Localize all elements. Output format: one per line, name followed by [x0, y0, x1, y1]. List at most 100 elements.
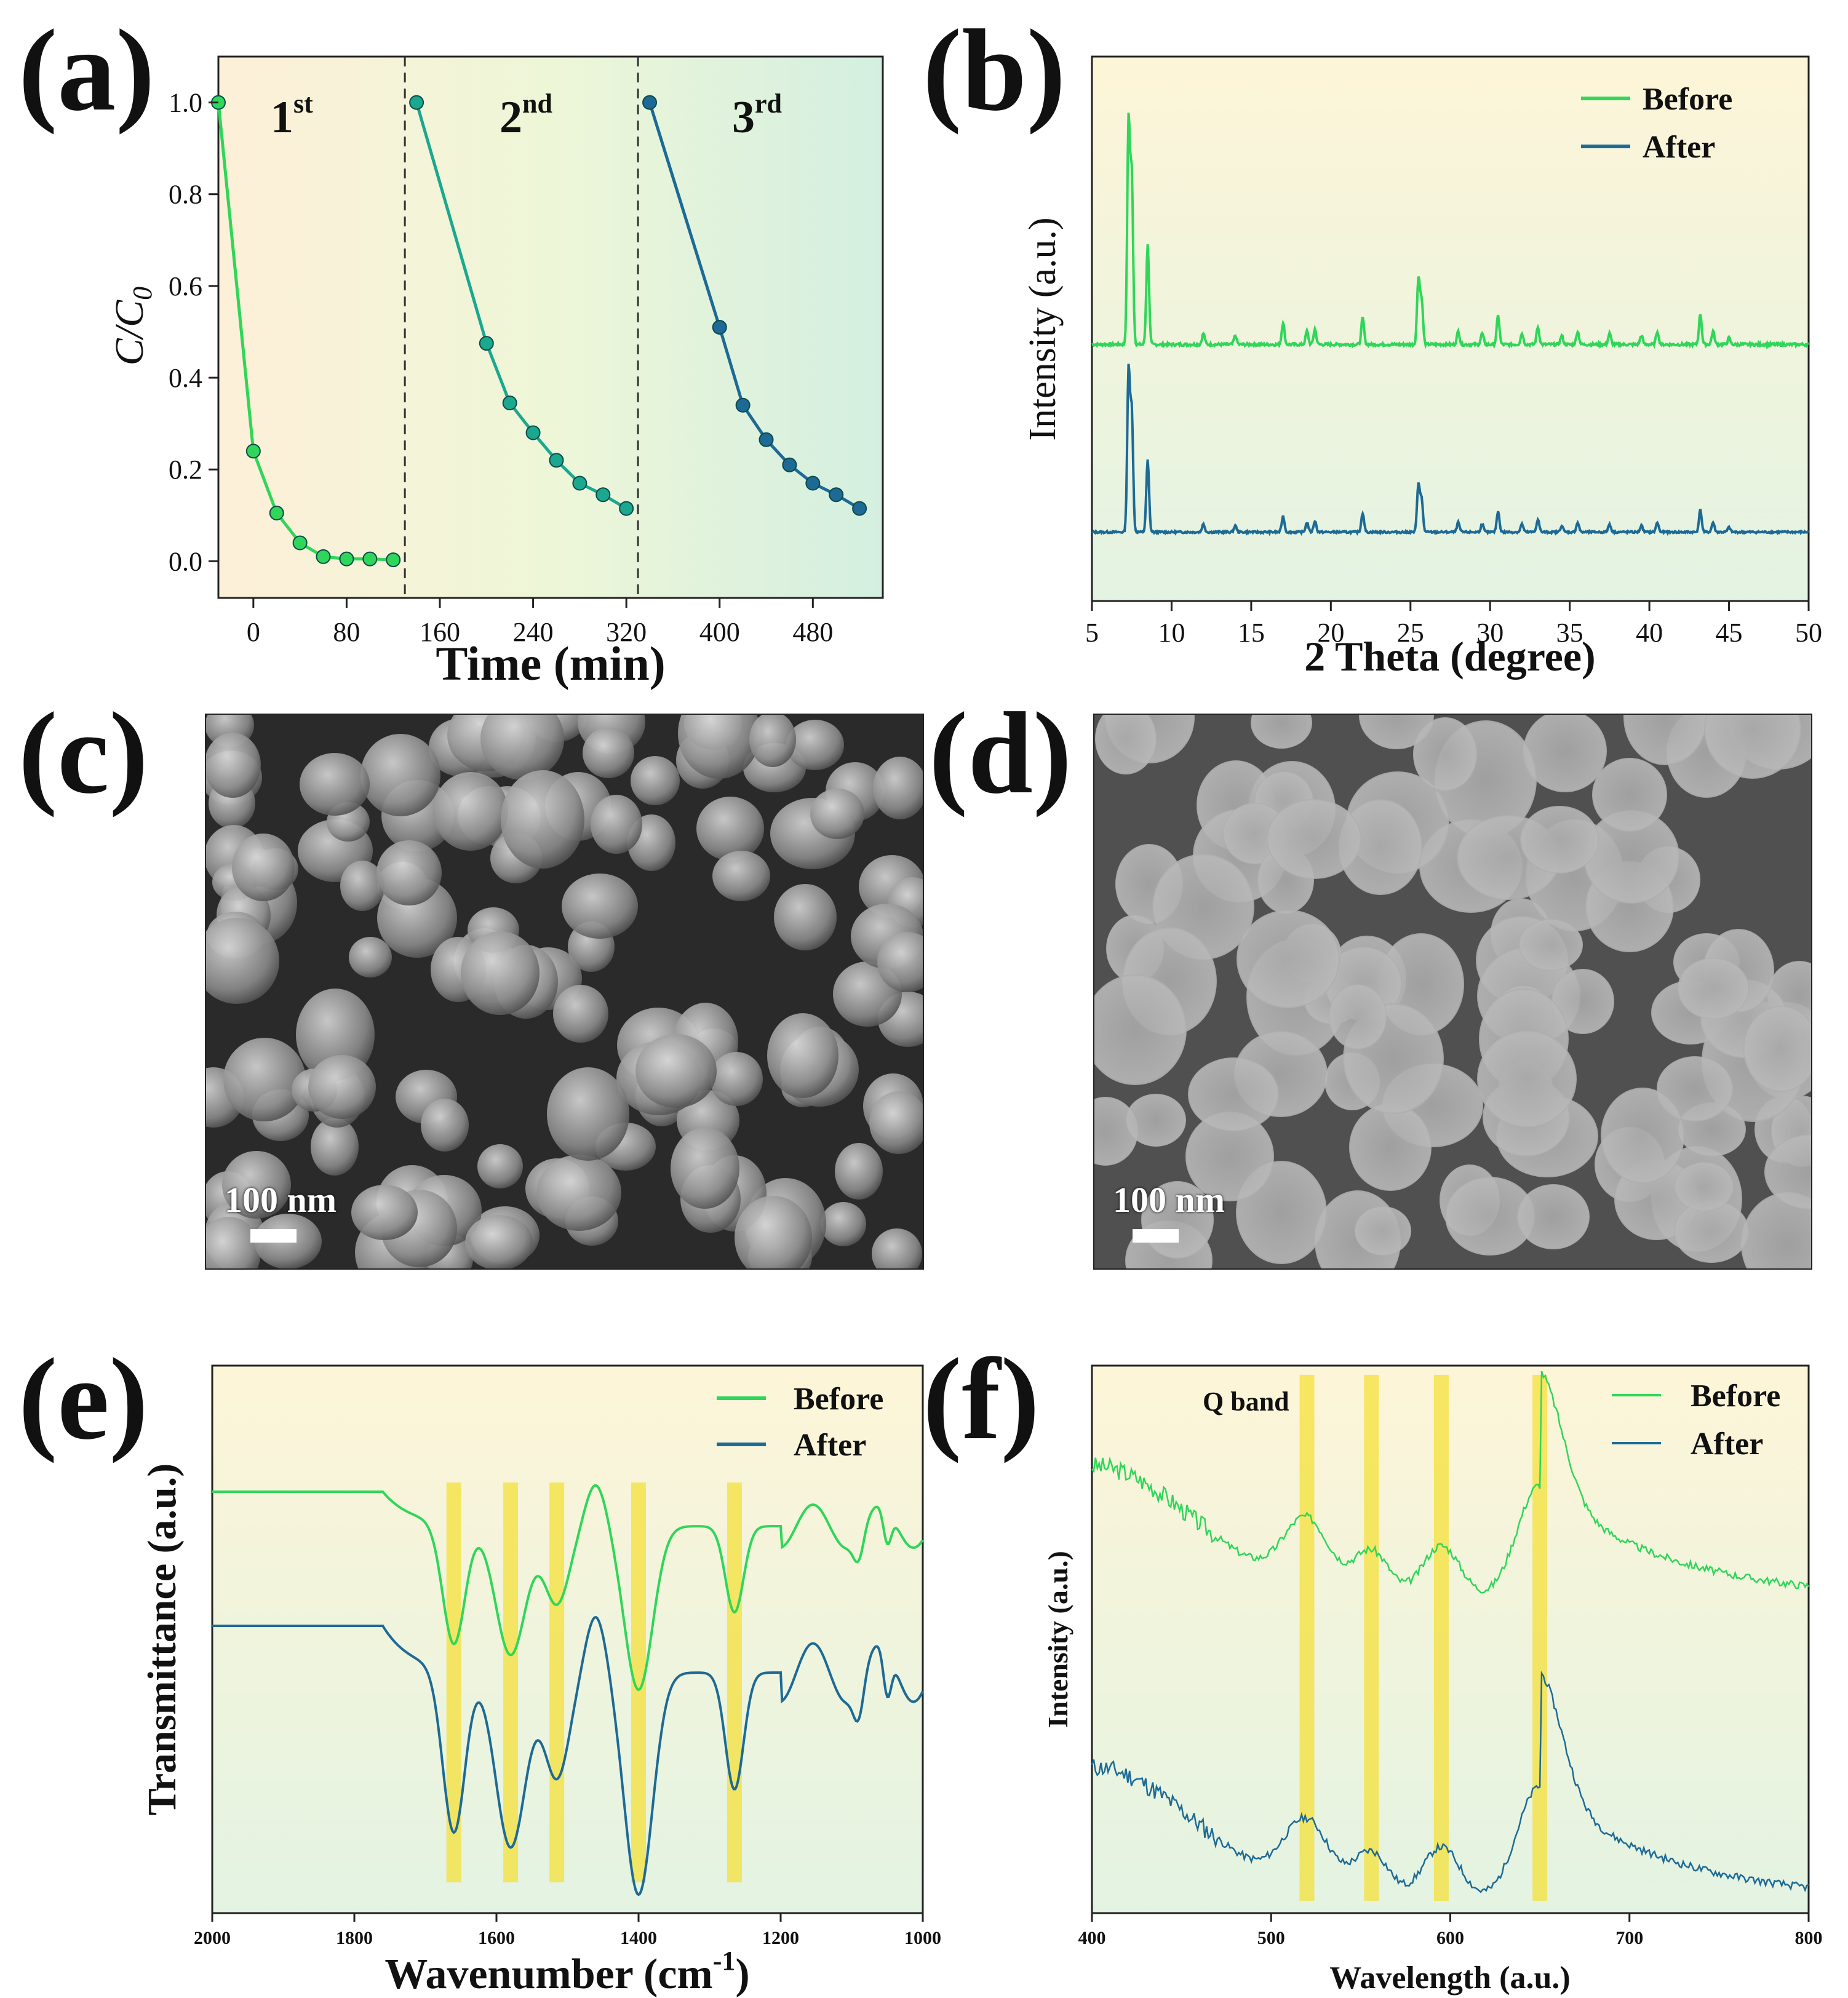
particle: [1251, 715, 1312, 749]
x-tick-label: 45: [1716, 618, 1743, 648]
particle: [1355, 1206, 1411, 1256]
particle: [340, 861, 384, 911]
plot-background: [211, 1364, 924, 1914]
data-point: [362, 551, 378, 567]
particle: [351, 1185, 418, 1240]
particle: [786, 720, 844, 770]
data-point: [525, 425, 541, 440]
legend: Before After: [1612, 1379, 1780, 1462]
particle: [1592, 758, 1667, 832]
panel-label-a: (a): [18, 6, 155, 135]
legend-after: After: [1643, 130, 1715, 165]
y-tick-label: 0.0: [169, 546, 202, 576]
x-tick-label: 1000: [904, 1928, 941, 1948]
x-tick-label: 480: [792, 617, 833, 647]
particle: [311, 1118, 359, 1176]
legend-before: Before: [1643, 82, 1732, 117]
particle: [547, 1067, 629, 1161]
x-tick-label: 30: [1476, 618, 1503, 648]
data-point: [316, 549, 331, 564]
x-axis-label-sup: -1: [713, 1946, 736, 1976]
legend-before: Before: [794, 1382, 883, 1417]
x-tick-label: 400: [699, 617, 740, 647]
x-tick-label: 1200: [762, 1928, 799, 1948]
y-axis-label: Intensity (a.u.): [1042, 1551, 1073, 1728]
x-axis-label-end: ): [735, 1951, 749, 1998]
particle: [1339, 799, 1422, 895]
x-tick-label: 15: [1238, 618, 1265, 648]
x-axis-label: Time (min): [436, 637, 665, 690]
series-line-after: [1091, 1670, 1809, 1893]
cycle-label-3: 3rd: [732, 89, 782, 143]
particle: [1267, 799, 1361, 879]
particle: [223, 1038, 306, 1121]
y-axis-label: Intensity (a.u.): [1022, 217, 1064, 440]
data-point: [595, 487, 611, 503]
scale-bar: [250, 1229, 297, 1243]
particle: [835, 1143, 883, 1200]
chart-e-ftir: 2000 1800 1600 1400 1200 1000 Before After Wa…: [140, 1364, 941, 1998]
particle: [678, 715, 760, 779]
particle: [1094, 974, 1187, 1085]
x-tick-label: 500: [1257, 1928, 1285, 1948]
particle: [501, 770, 584, 869]
particle: [1188, 1057, 1279, 1131]
particle: [465, 1215, 533, 1268]
data-point: [245, 444, 261, 459]
particle: [232, 834, 295, 901]
particle: [421, 1099, 469, 1152]
particle: [1741, 1192, 1811, 1268]
scale-bar-label: 100 nm: [225, 1180, 337, 1220]
panel-label-d: (d): [929, 689, 1072, 818]
particle: [222, 1151, 291, 1219]
x-tick-label: 600: [1436, 1928, 1464, 1948]
data-point: [572, 476, 587, 491]
panel-label-f: (f): [923, 1335, 1040, 1464]
y-tick-label: 0.4: [169, 363, 202, 393]
data-point: [292, 535, 308, 551]
x-tick-label: 700: [1615, 1928, 1643, 1948]
series-line-after: [1091, 364, 1810, 536]
x-axis-label: Wavelength (a.u.): [1329, 1960, 1570, 1996]
panel-label-c: (c): [18, 689, 148, 818]
particle: [206, 918, 279, 1004]
cycle-label-2: 2nd: [500, 89, 552, 143]
particle: [1657, 1056, 1733, 1121]
chart-b-xrd: 5 10 15 20 25 30 35 40 45 50 Before After 2 Theta…: [1022, 55, 1822, 680]
particle: [1678, 958, 1749, 1019]
particle: [1623, 715, 1707, 765]
data-point: [409, 95, 424, 110]
data-point: [642, 95, 658, 110]
particle: [583, 728, 634, 778]
particle: [1095, 715, 1157, 774]
data-point: [502, 396, 517, 411]
x-tick-label: 160: [420, 617, 460, 647]
x-tick-label: 2000: [194, 1928, 231, 1948]
x-axis-label: 2 Theta (degree): [1304, 633, 1595, 680]
particle: [1520, 806, 1599, 874]
plot-background: [217, 55, 884, 599]
x-tick-label: 1400: [620, 1928, 657, 1948]
chart-f-uvvis: 400 500 600 700 800 Q band Before After Wave…: [1042, 1364, 1823, 1996]
particle: [536, 1155, 621, 1231]
x-tick-label: 40: [1636, 618, 1663, 648]
particle: [376, 840, 442, 905]
band-highlight: [1364, 1375, 1379, 1901]
y-tick-label: 0.2: [169, 455, 202, 485]
particle: [877, 932, 923, 992]
particle: [206, 733, 261, 798]
y-tick-label: 1.0: [169, 88, 202, 118]
band-highlight: [549, 1483, 565, 1882]
data-point: [805, 476, 821, 491]
panel-label-e: (e): [18, 1335, 148, 1464]
series-line-after: [212, 1615, 924, 1897]
data-point: [759, 432, 774, 447]
data-point: [339, 551, 354, 567]
particle: [1704, 715, 1801, 779]
particle: [1126, 1094, 1186, 1147]
particle: [710, 1052, 763, 1106]
data-point: [619, 501, 634, 516]
x-tick-label: 400: [1078, 1928, 1106, 1948]
particle: [360, 734, 440, 816]
particle: [308, 1055, 376, 1119]
